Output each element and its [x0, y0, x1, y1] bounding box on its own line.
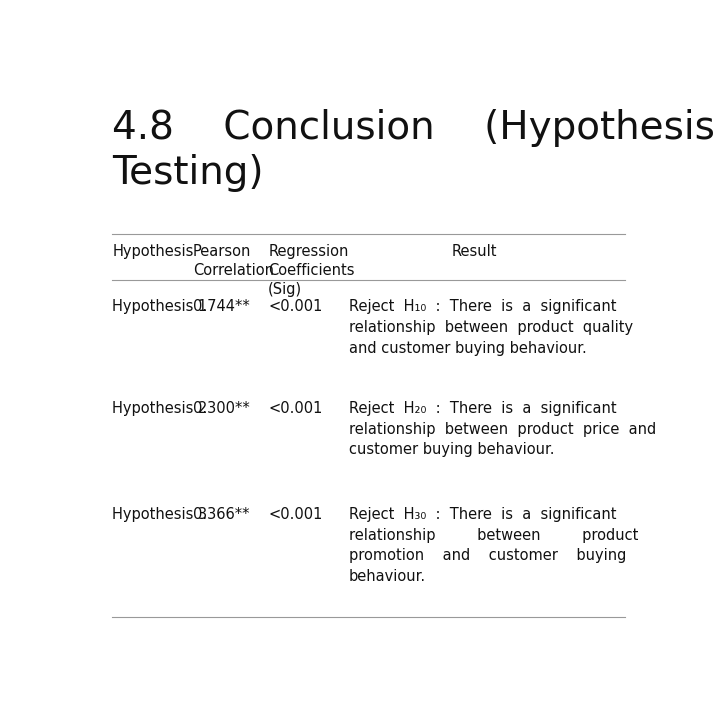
Text: <0.001: <0.001 — [268, 299, 323, 315]
Text: and customer buying behaviour.: and customer buying behaviour. — [349, 341, 587, 356]
Text: 0.744**: 0.744** — [193, 299, 249, 315]
Text: Hypothesis 3: Hypothesis 3 — [112, 507, 207, 522]
Text: 4.8    Conclusion    (Hypothesis: 4.8 Conclusion (Hypothesis — [112, 109, 715, 147]
Text: relationship  between  product  quality: relationship between product quality — [349, 320, 633, 335]
Text: 0.366**: 0.366** — [193, 507, 249, 522]
Text: Hypothesis 2: Hypothesis 2 — [112, 401, 208, 416]
Text: Reject  H₃₀  :  There  is  a  significant: Reject H₃₀ : There is a significant — [349, 507, 616, 522]
Text: <0.001: <0.001 — [268, 507, 323, 522]
Text: <0.001: <0.001 — [268, 401, 323, 416]
Text: Testing): Testing) — [112, 153, 264, 192]
Text: 0.300**: 0.300** — [193, 401, 249, 416]
Text: Hypothesis: Hypothesis — [112, 244, 193, 259]
Text: Correlation: Correlation — [193, 262, 274, 278]
Text: customer buying behaviour.: customer buying behaviour. — [349, 442, 554, 458]
Text: Reject  H₁₀  :  There  is  a  significant: Reject H₁₀ : There is a significant — [349, 299, 616, 315]
Text: relationship         between         product: relationship between product — [349, 528, 638, 543]
Text: Pearson: Pearson — [193, 244, 252, 259]
Text: Regression: Regression — [268, 244, 349, 259]
Text: Result: Result — [452, 244, 497, 259]
Text: promotion    and    customer    buying: promotion and customer buying — [349, 548, 626, 563]
Text: Reject  H₂₀  :  There  is  a  significant: Reject H₂₀ : There is a significant — [349, 401, 617, 416]
Text: behaviour.: behaviour. — [349, 569, 426, 584]
Text: (Sig): (Sig) — [268, 282, 302, 296]
Text: relationship  between  product  price  and: relationship between product price and — [349, 422, 656, 437]
Text: Coefficients: Coefficients — [268, 262, 354, 278]
Text: Hypothesis 1: Hypothesis 1 — [112, 299, 207, 315]
